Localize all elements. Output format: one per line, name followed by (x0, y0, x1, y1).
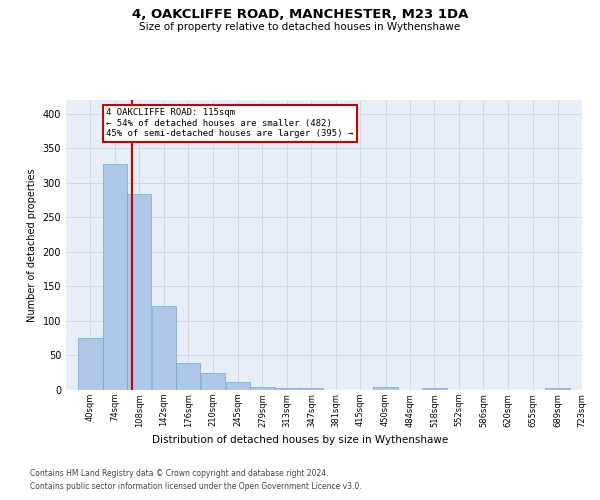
Text: Contains HM Land Registry data © Crown copyright and database right 2024.: Contains HM Land Registry data © Crown c… (30, 468, 329, 477)
Bar (275, 388, 299, 390)
Bar (545, 388, 569, 390)
Text: Contains public sector information licensed under the Open Government Licence v3: Contains public sector information licen… (30, 482, 362, 491)
Bar (422, 388, 446, 390)
Bar (127, 194, 151, 390)
Text: Size of property relative to detached houses in Wythenshawe: Size of property relative to detached ho… (139, 22, 461, 32)
Y-axis label: Number of detached properties: Number of detached properties (27, 168, 37, 322)
Bar (299, 388, 323, 390)
Text: 4 OAKCLIFFE ROAD: 115sqm
← 54% of detached houses are smaller (482)
45% of semi-: 4 OAKCLIFFE ROAD: 115sqm ← 54% of detach… (106, 108, 353, 138)
Bar (79, 338, 103, 390)
Bar (250, 386, 275, 390)
Bar (176, 363, 200, 390)
Bar (103, 164, 127, 390)
Text: Distribution of detached houses by size in Wythenshawe: Distribution of detached houses by size … (152, 435, 448, 445)
Bar (201, 372, 225, 390)
Bar (226, 382, 250, 390)
Text: 4, OAKCLIFFE ROAD, MANCHESTER, M23 1DA: 4, OAKCLIFFE ROAD, MANCHESTER, M23 1DA (132, 8, 468, 20)
Bar (152, 306, 176, 390)
Bar (373, 386, 398, 390)
